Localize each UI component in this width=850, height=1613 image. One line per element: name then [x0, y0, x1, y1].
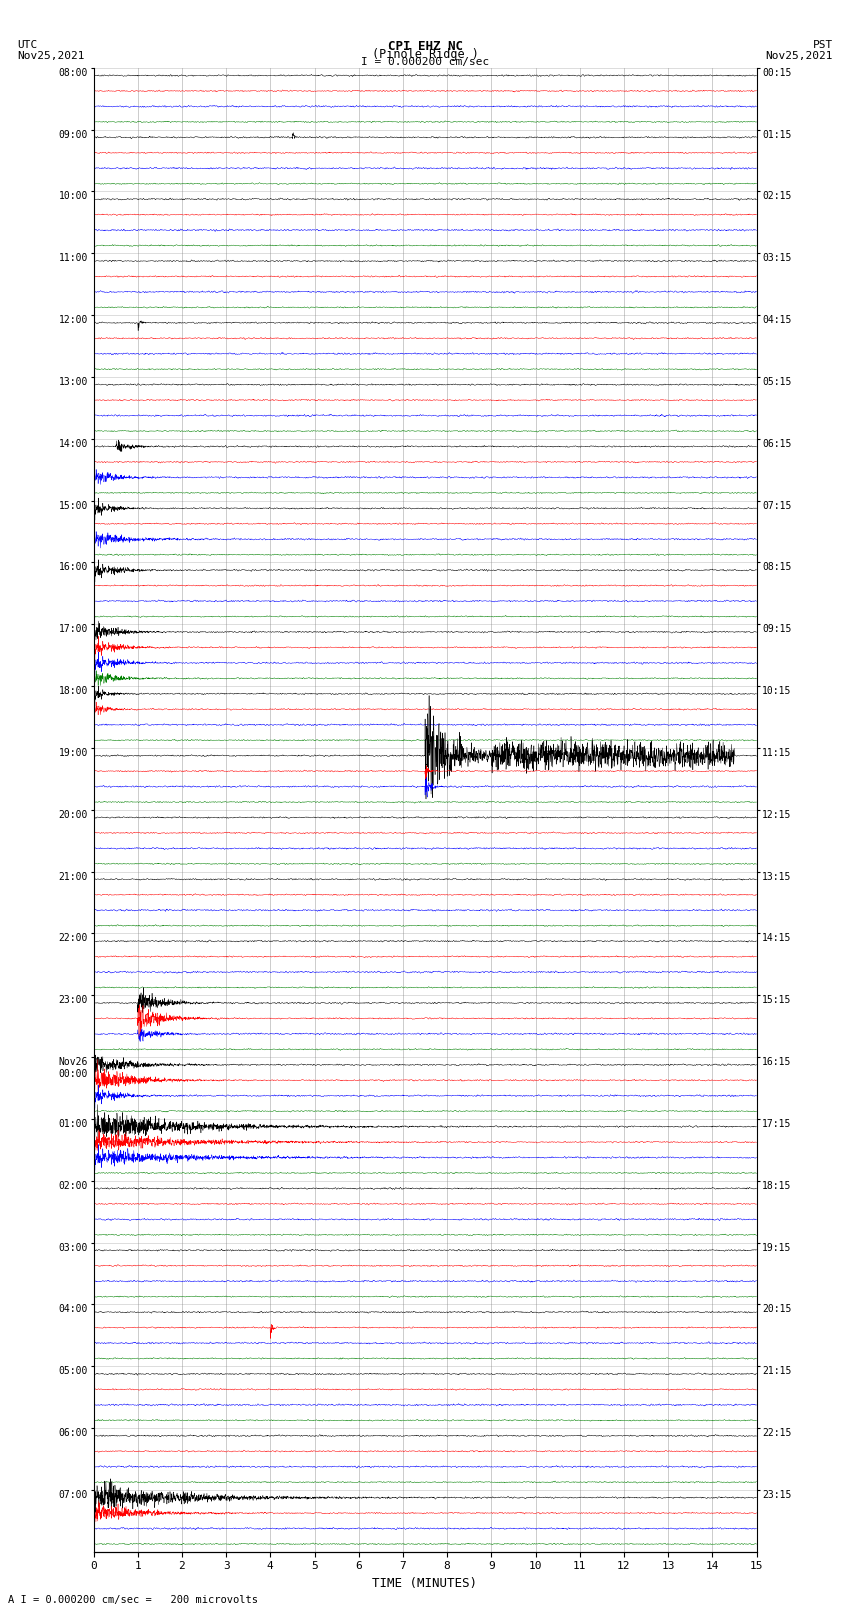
Text: PST
Nov25,2021: PST Nov25,2021 — [766, 39, 833, 61]
Text: (Pinole Ridge ): (Pinole Ridge ) — [371, 48, 479, 61]
Text: UTC
Nov25,2021: UTC Nov25,2021 — [17, 39, 84, 61]
Text: CPI EHZ NC: CPI EHZ NC — [388, 39, 462, 53]
Text: I = 0.000200 cm/sec: I = 0.000200 cm/sec — [361, 58, 489, 68]
Text: A I = 0.000200 cm/sec =   200 microvolts: A I = 0.000200 cm/sec = 200 microvolts — [8, 1595, 258, 1605]
X-axis label: TIME (MINUTES): TIME (MINUTES) — [372, 1578, 478, 1590]
